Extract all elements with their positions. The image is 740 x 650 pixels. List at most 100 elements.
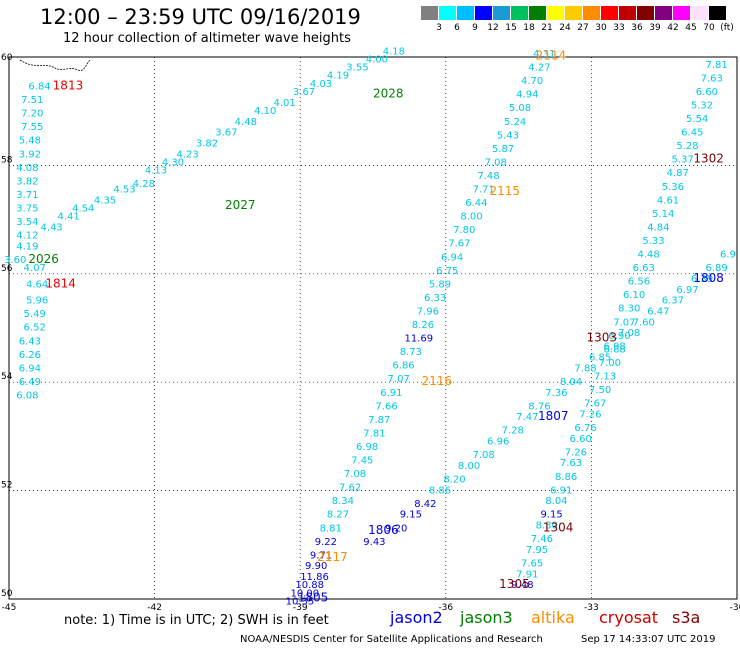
wave-height-value: 7.00	[599, 358, 621, 369]
y-tick-label: 52	[1, 481, 12, 491]
color-scale-label: 42	[667, 23, 679, 33]
wave-height-value: 7.63	[560, 458, 582, 469]
color-scale-cell	[601, 6, 619, 20]
wave-height-value: 8.04	[545, 496, 567, 507]
color-scale-label: 33	[613, 23, 625, 33]
wave-height-value: 4.61	[657, 195, 679, 206]
color-scale-label: 15	[505, 23, 517, 33]
wave-height-value: 5.33	[642, 236, 664, 247]
wave-height-value: 8.73	[400, 347, 422, 358]
wave-height-value: 4.19	[327, 71, 349, 82]
wave-height-value: 4.28	[133, 179, 155, 190]
wave-height-value: 6.47	[647, 306, 669, 317]
wave-height-value: 9.43	[363, 537, 385, 548]
wave-height-value: 7.28	[502, 426, 524, 437]
wave-height-value: 4.13	[145, 166, 167, 177]
wave-height-value: 7.55	[21, 122, 43, 133]
wave-height-value: 4.53	[113, 185, 135, 196]
wave-height-value: 4.19	[16, 241, 38, 252]
chart-subtitle: 12 hour collection of altimeter wave hei…	[63, 31, 351, 46]
wave-height-value: 3.82	[16, 176, 38, 187]
wave-height-value: 6.98	[604, 342, 626, 353]
color-scale-cell	[655, 6, 673, 20]
wave-height-value: 6.39	[691, 274, 713, 285]
y-tick-label: 50	[1, 589, 13, 599]
color-scale-label: 21	[541, 23, 553, 33]
wave-height-value: 5.87	[492, 144, 514, 155]
wave-height-value: 6.45	[681, 128, 703, 139]
wave-height-value: 9.71	[310, 550, 332, 561]
wave-height-value: 5.08	[509, 103, 531, 114]
y-tick-label: 58	[1, 155, 13, 165]
wave-height-value: 6.94	[441, 252, 463, 263]
wave-height-value: 4.08	[16, 163, 38, 174]
pass-time-label: 2028	[373, 87, 404, 101]
wave-height-value: 5.43	[497, 130, 519, 141]
wave-height-value: 3.60	[4, 255, 26, 266]
wave-height-value: 7.60	[633, 317, 655, 328]
wave-height-value: 5.89	[429, 279, 451, 290]
color-scale-label: (ft)	[720, 23, 734, 33]
wave-height-value: 8.00	[460, 212, 482, 223]
color-scale-cell	[565, 6, 583, 20]
wave-height-value: 7.36	[545, 388, 567, 399]
wave-height-value: 7.66	[375, 401, 397, 412]
wave-height-value: 4.31	[533, 49, 555, 60]
wave-height-value: 5.54	[686, 114, 708, 125]
wave-height-value: 4.94	[516, 90, 538, 101]
pass-time-label: 1813	[53, 79, 84, 93]
wave-height-value: 6.60	[696, 87, 718, 98]
x-tick-label: -45	[2, 603, 17, 613]
wave-height-value: 4.07	[24, 263, 46, 274]
wave-height-value: 3.82	[196, 138, 218, 149]
wave-height-value: 6.9	[720, 250, 736, 261]
pass-time-label: 2026	[28, 252, 59, 266]
wave-height-value: 4.12	[16, 231, 38, 242]
coastline-path	[19, 59, 91, 71]
color-scale-cell	[511, 6, 529, 20]
wave-height-value: 8.42	[414, 499, 436, 510]
wave-height-value: 7.08	[485, 157, 507, 168]
wave-height-value: 7.20	[21, 109, 43, 120]
wave-height-value: 3.71	[16, 190, 38, 201]
color-scale-label: 36	[631, 23, 643, 33]
wave-height-value: 6.75	[436, 266, 458, 277]
wave-height-value: 7.07	[613, 317, 635, 328]
wave-height-value: 6.85	[589, 353, 611, 364]
y-tick-label: 56	[1, 264, 13, 274]
wave-height-value: 7.91	[516, 569, 538, 580]
wave-height-value: 6.43	[19, 336, 41, 347]
wave-height-value: 6.52	[24, 323, 46, 334]
pass-time-label: 2116	[422, 374, 453, 388]
wave-height-value: 4.48	[638, 250, 660, 261]
wave-height-value: 5.49	[24, 309, 46, 320]
legend-item-s3a: s3a	[672, 608, 701, 627]
wave-height-value: 11.86	[300, 572, 329, 583]
wave-height-value: 7.80	[453, 225, 475, 236]
wave-height-value: 7.26	[579, 409, 601, 420]
wave-height-value: 5.14	[652, 209, 674, 220]
wave-height-value: 5.32	[691, 100, 713, 111]
wave-height-value: 7.50	[589, 385, 611, 396]
color-scale-cell	[493, 6, 511, 20]
wave-height-value: 7.63	[701, 73, 723, 84]
wave-height-value: 6.97	[676, 285, 698, 296]
wave-height-value: 9.22	[315, 537, 337, 548]
color-scale-label: 12	[487, 23, 499, 33]
wave-height-value: 7.96	[417, 306, 439, 317]
wave-height-value: 5.28	[676, 141, 698, 152]
wave-height-value: 9.20	[385, 523, 407, 534]
wave-height-value: 8.81	[320, 523, 342, 534]
color-scale-cell	[637, 6, 655, 20]
wave-height-value: 4.00	[366, 54, 388, 65]
wave-height-value: 4.03	[310, 79, 332, 90]
pass-time-label: 1304	[543, 520, 574, 534]
color-scale-cell	[673, 6, 691, 20]
wave-height-value: 7.71	[472, 185, 494, 196]
wave-height-value: 9.48	[511, 580, 533, 591]
color-scale-label: 70	[703, 23, 715, 33]
wave-height-value: 6.44	[465, 198, 487, 209]
wave-height-value: 6.33	[424, 293, 446, 304]
wave-height-value: 7.46	[531, 534, 553, 545]
wave-height-value: 8.26	[412, 320, 434, 331]
